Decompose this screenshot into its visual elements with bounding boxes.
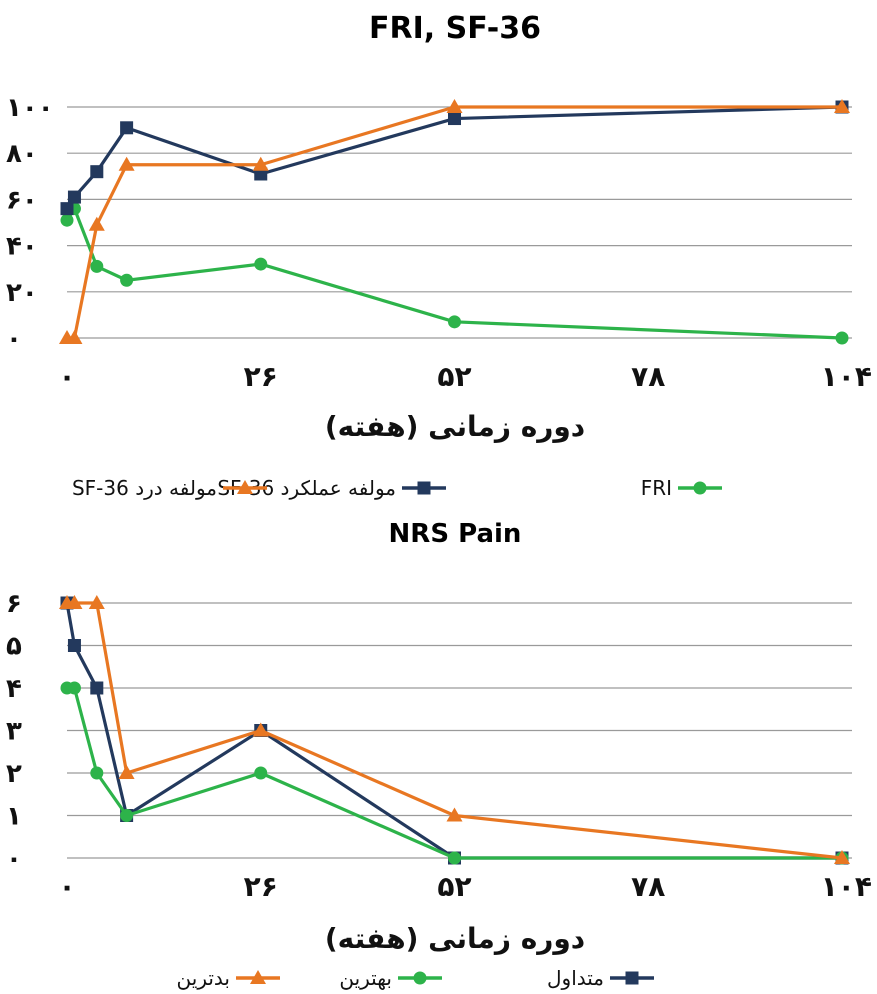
y-tick-label: ۰ — [6, 844, 22, 874]
legend-marker — [250, 970, 266, 984]
data-point — [252, 156, 269, 171]
legend-marker — [237, 480, 253, 494]
y-tick-labels: ۰ ۲۰ ۴۰ ۶۰ ۸۰ ۱۰۰ — [6, 93, 54, 354]
y-tick-label: ۳ — [6, 717, 22, 747]
chart-nrs-pain: NRS Pain ۰ ۱ ۲ ۳ ۴ ۵ ۶ ۰ ۲۶ ۵۲ ۷۸ ۱۰۴ دوره زمانی (… — [6, 519, 872, 990]
data-point — [66, 595, 83, 609]
data-point — [448, 851, 461, 865]
y-tick-label: ۵ — [6, 632, 22, 662]
data-point — [252, 722, 269, 737]
legend-label: FRI — [641, 476, 672, 500]
x-tick-label: ۵۲ — [437, 360, 471, 393]
x-tick-labels: ۰ ۲۶ ۵۲ ۷۸ ۱۰۴ — [58, 870, 872, 903]
data-point — [118, 156, 135, 171]
data-point — [90, 259, 104, 273]
data-point — [448, 315, 461, 329]
x-axis-label: دوره زمانی (هفته) — [325, 410, 585, 443]
x-tick-label: ۱۰۴ — [821, 870, 872, 903]
data-point — [120, 809, 134, 822]
y-tick-labels: ۰ ۱ ۲ ۳ ۴ ۵ ۶ — [6, 589, 22, 874]
data-point — [67, 681, 81, 695]
y-tick-label: ۸۰ — [6, 139, 38, 169]
x-axis-label: دوره زمانی (هفته) — [325, 922, 585, 955]
data-point — [60, 213, 74, 227]
legend-marker — [625, 971, 639, 985]
y-tick-label: ۶ — [6, 589, 22, 619]
data-point — [254, 257, 268, 271]
data-point — [120, 273, 134, 287]
data-point — [60, 202, 74, 216]
series-line — [67, 105, 842, 340]
x-tick-label: ۷۸ — [631, 360, 665, 393]
data-point — [446, 99, 463, 113]
y-tick-label: ۴ — [6, 674, 22, 704]
series-group — [59, 99, 850, 345]
data-point — [67, 190, 81, 204]
legend-marker — [417, 481, 431, 495]
x-tick-label: ۷۸ — [631, 870, 665, 903]
x-tick-label: ۰ — [58, 360, 75, 393]
x-tick-label: ۵۲ — [437, 870, 471, 903]
legend-label: بهترین — [339, 966, 392, 990]
chart-fri-sf36: FRI, SF-36 ۰ ۲۰ ۴۰ ۶۰ ۸۰ ۱۰۰ ۰ ۲۶ ۵۲ ۷۸ ۱۰۴ دوره … — [6, 11, 872, 500]
data-point — [67, 639, 81, 652]
y-tick-label: ۰ — [6, 324, 22, 354]
y-tick-label: ۲ — [6, 759, 22, 789]
x-tick-label: ۲۶ — [244, 360, 278, 393]
chart-title: FRI, SF-36 — [369, 11, 541, 46]
y-tick-label: ۲۰ — [6, 278, 38, 308]
y-tick-label: ۴۰ — [6, 232, 38, 262]
data-point — [254, 766, 268, 780]
data-point — [90, 766, 104, 780]
legend-label: متداول — [547, 966, 604, 990]
legend-label: SF-36 مولفه درد — [72, 476, 217, 500]
data-point — [448, 112, 461, 126]
chart-title: NRS Pain — [389, 519, 522, 549]
x-tick-label: ۰ — [58, 870, 75, 903]
legend-marker — [693, 481, 707, 495]
data-point — [835, 331, 849, 345]
x-tick-label: ۱۰۴ — [821, 360, 872, 393]
data-point — [66, 330, 83, 344]
y-tick-label: ۶۰ — [6, 185, 38, 215]
data-point — [118, 765, 135, 779]
legend-marker — [413, 971, 427, 985]
legend-label: بدترین — [177, 966, 230, 990]
data-point — [834, 850, 850, 864]
x-tick-labels: ۰ ۲۶ ۵۲ ۷۸ ۱۰۴ — [58, 360, 872, 393]
x-tick-label: ۲۶ — [244, 870, 278, 903]
y-tick-label: ۱۰۰ — [6, 93, 54, 123]
data-point — [834, 99, 850, 113]
gridlines — [67, 106, 852, 339]
data-point — [446, 807, 463, 822]
data-point — [90, 165, 104, 179]
data-point — [88, 595, 105, 609]
series-group — [59, 595, 850, 865]
y-tick-label: ۱ — [6, 802, 22, 832]
data-point — [120, 121, 134, 135]
data-point — [90, 681, 104, 695]
legend: متداول بهترین بدترین — [177, 966, 654, 990]
data-point — [88, 216, 105, 231]
